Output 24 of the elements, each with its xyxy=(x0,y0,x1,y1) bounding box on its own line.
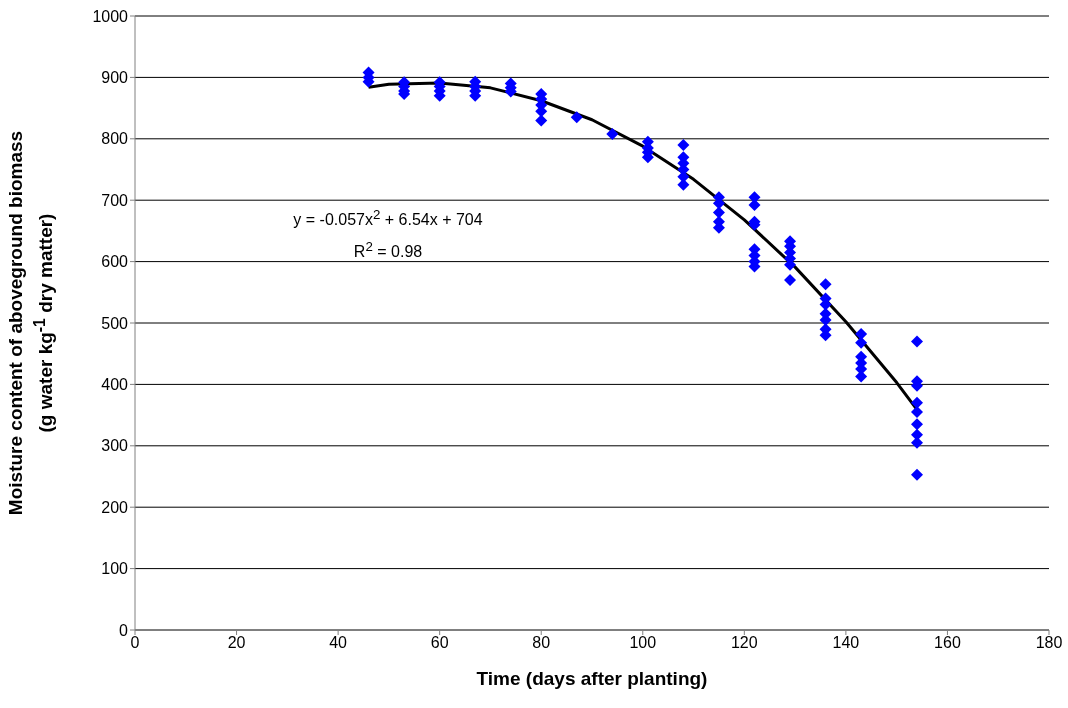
y-tick-label: 0 xyxy=(119,621,129,639)
x-tick-label: 20 xyxy=(227,634,246,652)
annotation: R$^{2}$ = 0.98 xyxy=(352,238,424,263)
x-tick-label: 160 xyxy=(934,634,961,652)
x-tick-label: 40 xyxy=(329,634,348,652)
x-tick-label: 80 xyxy=(532,634,551,652)
x-tick-label: 0 xyxy=(130,634,140,652)
y-tick-label: 600 xyxy=(101,253,129,271)
y-tick-label: 800 xyxy=(101,130,129,148)
x-tick-label: 180 xyxy=(1035,634,1063,652)
y-tick-label: 200 xyxy=(101,498,129,516)
x-tick-label: 100 xyxy=(629,634,657,652)
x-tick-label: 140 xyxy=(832,634,860,652)
y-tick-label: 700 xyxy=(101,191,129,209)
y-tick-label: 300 xyxy=(101,437,129,455)
y-tick-label: 1000 xyxy=(92,7,129,25)
y-tick-label: 400 xyxy=(101,376,129,394)
annotation: y = -0.057x$^{2}$ + 6.54x + 704 xyxy=(292,206,484,231)
x-axis-title: Time (days after planting) xyxy=(475,668,709,690)
x-tick-label: 60 xyxy=(430,634,449,652)
y-tick-label: 900 xyxy=(101,69,129,87)
y-tick-label: 500 xyxy=(101,314,129,332)
x-tick-label: 120 xyxy=(730,634,758,652)
y-tick-label: 100 xyxy=(101,560,129,578)
